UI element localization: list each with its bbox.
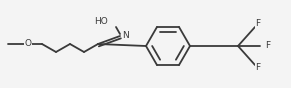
Text: HO: HO <box>94 18 108 26</box>
Text: O: O <box>24 40 31 48</box>
Text: N: N <box>122 32 129 40</box>
Text: F: F <box>255 64 260 73</box>
Text: F: F <box>265 42 270 51</box>
Text: F: F <box>255 20 260 29</box>
